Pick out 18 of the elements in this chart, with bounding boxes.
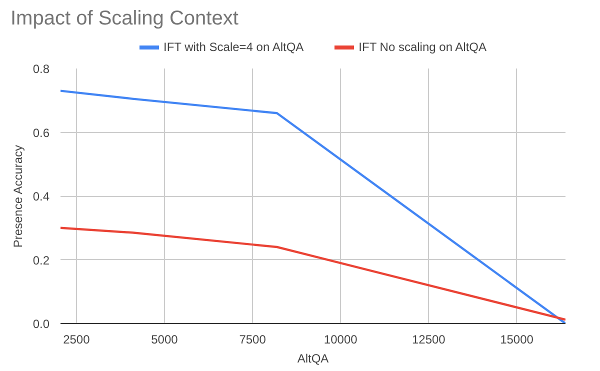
x-tick-label: 12500 (412, 332, 446, 346)
line-series (60, 226, 566, 321)
x-tick-label: 10000 (324, 332, 358, 346)
x-axis-title: AltQA (297, 352, 329, 366)
legend-label: IFT No scaling on AltQA (358, 40, 487, 54)
y-tick-label: 0.2 (32, 253, 50, 268)
y-tick-label: 0.4 (32, 190, 50, 204)
legend-label: IFT with Scale=4 on AltQA (163, 40, 304, 54)
y-axis-title: Presence Accuracy (10, 144, 25, 248)
y-tick-label: 0.8 (32, 62, 50, 76)
y-tick-label: 0.0 (32, 317, 50, 331)
x-tick-label: 7500 (239, 332, 266, 346)
x-tick-label: 5000 (151, 332, 178, 346)
line-series (60, 90, 566, 324)
x-tick-label: 2500 (63, 332, 90, 346)
y-tick-label: 0.6 (32, 126, 50, 140)
chart-title: Impact of Scaling Context (10, 8, 239, 30)
x-tick-label: 15000 (500, 332, 534, 346)
